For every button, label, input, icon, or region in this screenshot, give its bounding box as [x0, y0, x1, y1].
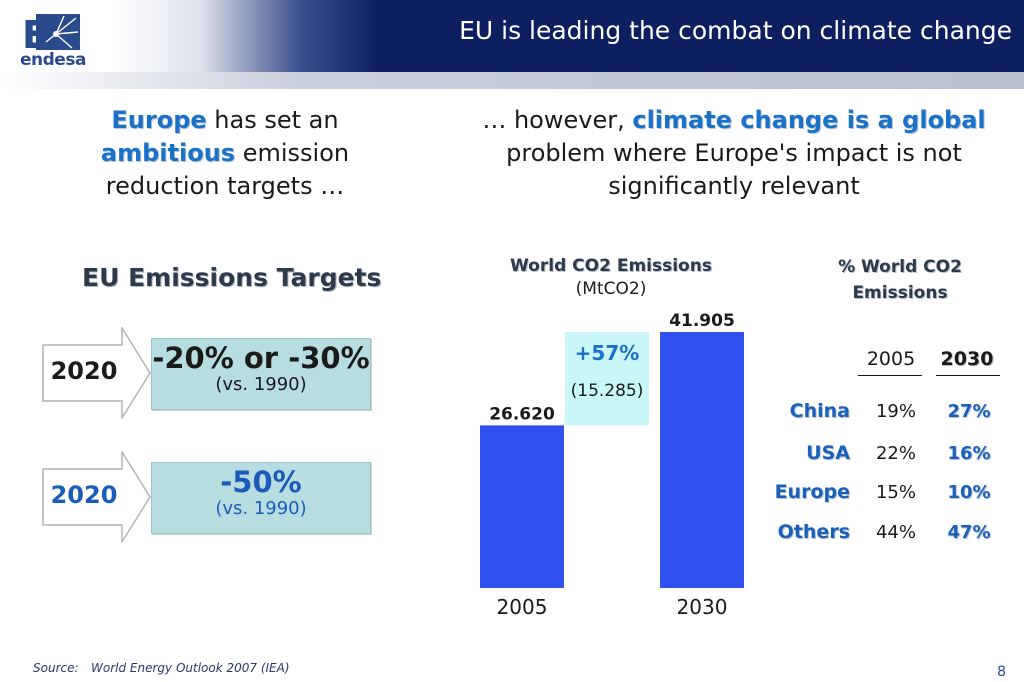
bar-2030 [660, 332, 744, 588]
chart-title: World CO2 Emissions [510, 256, 712, 276]
arrow-shape-2 [42, 451, 151, 543]
co2-bar-chart: +57% (15.285) 26.620 41.905 2005 2030 [480, 311, 744, 619]
column-header-2005: 2005 [866, 348, 916, 370]
headline-left-text-1: has set an [206, 106, 339, 134]
source-label: Source: [33, 661, 79, 675]
headline-right-text-2: problem where Europe's impact is not [506, 139, 962, 167]
table-cell-china-2030: 27% [947, 401, 991, 422]
header-strip [0, 72, 1024, 89]
table-cell-others-2030: 47% [947, 522, 991, 543]
headline-right-text-1: … however, [482, 106, 633, 134]
category-label-2030: 2030 [677, 595, 728, 619]
target-value-2: -50% [220, 465, 302, 499]
headline-right-text-3: significantly relevant [608, 172, 860, 200]
page-title: EU is leading the combat on climate chan… [459, 16, 1012, 45]
headline-left-highlight-2: ambitious [100, 139, 236, 167]
chart-unit: (MtCO2) [575, 279, 647, 299]
table-row-label-usa: USA [806, 442, 850, 464]
table-cell-europe-2030: 10% [947, 482, 991, 503]
table-row-label-china: China [789, 400, 850, 422]
headline-right: … however, climate change is a global pr… [470, 104, 998, 203]
target-year-2: 2020 [50, 481, 118, 509]
targets-title: EU Emissions Targets [82, 263, 382, 292]
endesa-logo-icon: E [22, 13, 80, 57]
table-cell-europe-2005: 15% [875, 482, 916, 503]
increase-box [565, 332, 649, 426]
column-underline-2005 [858, 375, 922, 376]
page-number: 8 [997, 664, 1006, 680]
headline-left: Europe has set an ambitious emission red… [70, 104, 380, 203]
target-box-1: -20% or -30% (vs. 1990) [151, 338, 371, 410]
endesa-logo: E [22, 12, 80, 57]
target-box-2: -50% (vs. 1990) [151, 462, 371, 534]
target-year-1: 2020 [50, 357, 118, 385]
table-cell-usa-2005: 22% [875, 443, 916, 464]
target-value-1: -20% or -30% [152, 341, 370, 375]
headline-left-text-3: reduction targets … [105, 172, 345, 200]
bar-2005 [480, 425, 564, 588]
target-baseline-1: (vs. 1990) [215, 374, 307, 395]
target-baseline-2: (vs. 1990) [215, 498, 307, 519]
column-underline-2030 [936, 375, 1000, 376]
arrow-shape-1 [42, 327, 151, 419]
logo-letter: E [22, 13, 48, 52]
source-text: World Energy Outlook 2007 (IEA) [91, 661, 290, 675]
bar-value-label-2005: 26.620 [489, 404, 555, 424]
logo-text: endesa [20, 50, 86, 70]
increase-value-label: (15.285) [571, 381, 644, 401]
headline-left-text-2: emission [235, 139, 350, 167]
table-row-label-others: Others [777, 521, 850, 543]
bar-value-label-2030: 41.905 [669, 311, 735, 331]
header-bar [0, 0, 1024, 72]
category-label-2005: 2005 [497, 595, 548, 619]
headline-left-highlight-1: Europe [111, 106, 207, 134]
table-cell-others-2005: 44% [875, 522, 916, 543]
table-row-label-europe: Europe [774, 481, 850, 503]
increase-percent-label: +57% [575, 341, 640, 365]
table-cell-usa-2030: 16% [947, 443, 991, 464]
headline-right-highlight: climate change is a global [632, 106, 986, 134]
table-cell-china-2005: 19% [875, 401, 916, 422]
column-header-2030: 2030 [940, 348, 994, 370]
share-table-title: % World CO2 Emissions [838, 257, 962, 303]
